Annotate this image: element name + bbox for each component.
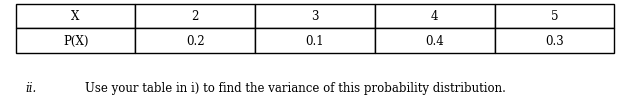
Text: Use your table in i) to find the variance of this probability distribution.: Use your table in i) to find the varianc… [85, 81, 506, 94]
Text: 0.2: 0.2 [186, 35, 205, 48]
Bar [375, 4, 495, 29]
Bar [255, 29, 375, 54]
Text: 2: 2 [192, 10, 199, 23]
Text: ii.: ii. [25, 81, 37, 94]
Text: 0.1: 0.1 [306, 35, 324, 48]
Bar [375, 29, 495, 54]
Text: 0.4: 0.4 [425, 35, 444, 48]
Bar [16, 29, 135, 54]
Text: 0.3: 0.3 [545, 35, 564, 48]
Text: 3: 3 [311, 10, 319, 23]
Text: P(X): P(X) [63, 35, 88, 48]
Bar [255, 4, 375, 29]
Text: X: X [71, 10, 80, 23]
Bar [135, 4, 255, 29]
Bar [135, 29, 255, 54]
Text: 4: 4 [431, 10, 438, 23]
Text: 5: 5 [551, 10, 558, 23]
Bar [16, 4, 135, 29]
Bar [495, 4, 614, 29]
Bar [495, 29, 614, 54]
